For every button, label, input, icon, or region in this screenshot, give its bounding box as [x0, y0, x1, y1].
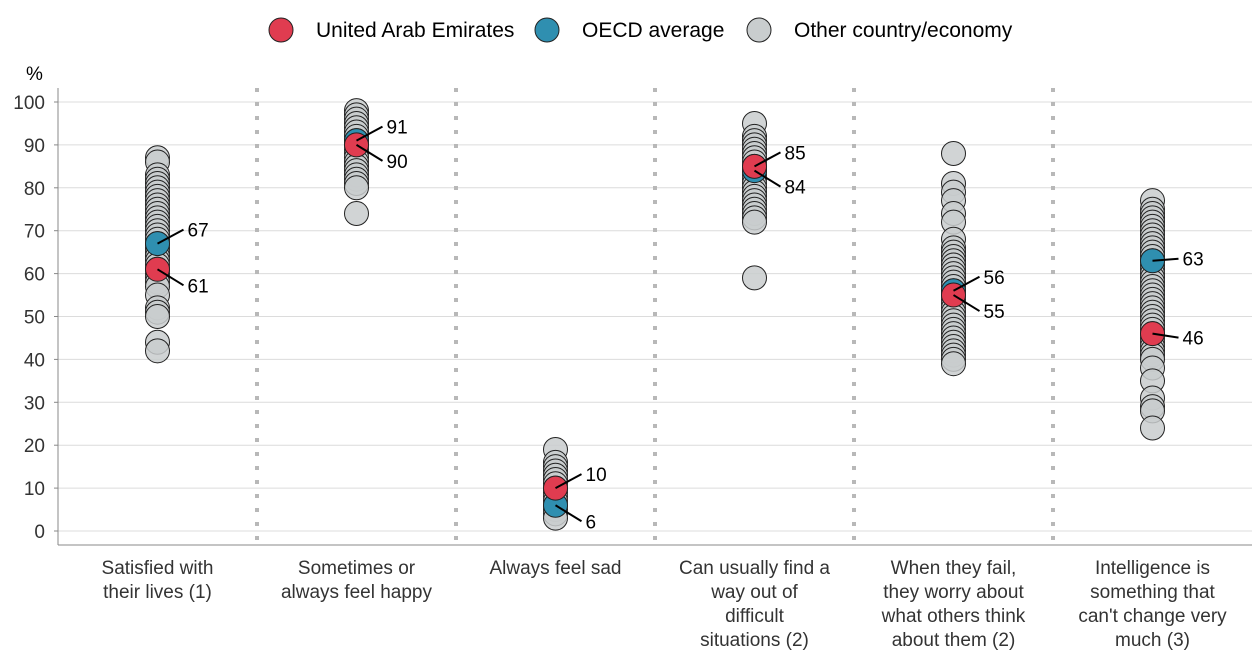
- oecd-data-label: 91: [387, 118, 408, 139]
- uae-data-label: 85: [785, 143, 806, 164]
- uae-data-label-leader: [952, 294, 981, 312]
- category-label-line: something that: [1090, 582, 1215, 603]
- oecd-data-label-leader: [554, 504, 583, 523]
- y-tick-label: 70: [24, 222, 45, 243]
- uae-data-label-leader: [1152, 332, 1179, 339]
- legend-marker: [268, 17, 294, 43]
- other-country-point: [941, 351, 966, 377]
- uae-data-label-leader: [355, 144, 384, 162]
- data-points: [145, 98, 1165, 531]
- oecd-data-label: 63: [1183, 250, 1204, 271]
- category-label-line: way out of: [710, 582, 798, 603]
- other-country-point: [145, 304, 170, 329]
- y-tick-label: 30: [24, 393, 45, 414]
- category-label-line: When they fail,: [891, 558, 1017, 579]
- other-country-point: [344, 201, 369, 227]
- y-tick-label: 40: [24, 350, 45, 371]
- category-label-line: Intelligence is: [1095, 558, 1210, 579]
- oecd-data-label-leader: [1152, 257, 1179, 262]
- oecd-data-label-leader: [157, 228, 184, 245]
- y-tick-label: 10: [24, 479, 45, 500]
- category-label: Intelligence is something that can't chang…: [1078, 558, 1227, 651]
- uae-data-label-leader: [555, 473, 582, 489]
- y-tick-label: 20: [24, 436, 45, 457]
- data-labels: 61 67 90 91 10 6 85 84 55 56 46 63: [156, 118, 1204, 533]
- category-label-line: situations (2): [700, 630, 809, 651]
- category-label-line: Always feel sad: [489, 558, 621, 579]
- y-tick-label: 90: [24, 136, 45, 157]
- other-country-point: [742, 265, 767, 291]
- uae-data-label: 90: [387, 152, 408, 173]
- category-label-line: Sometimes or: [298, 558, 416, 579]
- other-country-point: [344, 175, 369, 201]
- category-label-line: their lives (1): [103, 582, 212, 603]
- other-country-point: [941, 140, 966, 166]
- category-label: Satisfied with their lives (1): [102, 558, 214, 603]
- category-label: Sometimes or always feel happy: [281, 558, 433, 603]
- category-label-line: difficult: [725, 606, 785, 627]
- legend-label: United Arab Emirates: [316, 19, 514, 42]
- legend-label: Other country/economy: [794, 19, 1013, 42]
- category-label-line: they worry about: [883, 582, 1024, 603]
- uae-data-label: 10: [586, 465, 607, 486]
- uae-data-label: 61: [188, 276, 209, 297]
- category-separators: [255, 88, 1055, 545]
- other-country-point: [145, 338, 170, 364]
- y-tick-label: 0: [34, 522, 45, 543]
- legend-marker: [534, 17, 560, 43]
- uae-data-label: 46: [1183, 329, 1204, 350]
- oecd-data-label-leader: [753, 169, 782, 188]
- other-country-point: [1140, 415, 1165, 441]
- y-tick-label: 50: [24, 308, 45, 329]
- category-label-line: Can usually find a: [679, 558, 830, 579]
- oecd-data-label-leader: [356, 125, 383, 142]
- legend: United Arab Emirates OECD average Other co…: [268, 17, 1013, 43]
- oecd-data-label: 84: [785, 178, 807, 199]
- category-labels: Satisfied with their lives (1) Sometimes o…: [102, 558, 1228, 651]
- category-label: Always feel sad: [489, 558, 621, 579]
- category-label-line: can't change very: [1078, 606, 1227, 627]
- y-tick-label: 100: [13, 93, 45, 114]
- oecd-data-label: 56: [984, 268, 1005, 289]
- y-axis-ticks: 0 10 20 30 40 50 60 70 80 90 100: [13, 93, 58, 543]
- category-label: Can usually find a way out of difficult sit…: [679, 558, 830, 651]
- category-label-line: about them (2): [892, 630, 1016, 651]
- legend-label: OECD average: [582, 19, 724, 42]
- oecd-data-label: 67: [188, 221, 209, 242]
- uae-data-label-leader: [754, 151, 781, 168]
- legend-marker: [746, 17, 772, 43]
- y-tick-label: 80: [24, 179, 45, 200]
- category-label-line: what others think: [881, 606, 1026, 627]
- oecd-data-label: 6: [586, 512, 597, 533]
- y-tick-label: 60: [24, 265, 45, 286]
- y-axis-unit: %: [26, 64, 43, 85]
- category-label-line: Satisfied with: [102, 558, 214, 579]
- category-label-line: always feel happy: [281, 582, 433, 603]
- other-country-point: [742, 209, 767, 235]
- category-label-line: much (3): [1115, 630, 1190, 651]
- uae-data-label-leader: [156, 268, 185, 287]
- oecd-data-label-leader: [953, 275, 980, 292]
- uae-data-label: 55: [984, 302, 1005, 323]
- category-label: When they fail, they worry about what othe…: [881, 558, 1026, 651]
